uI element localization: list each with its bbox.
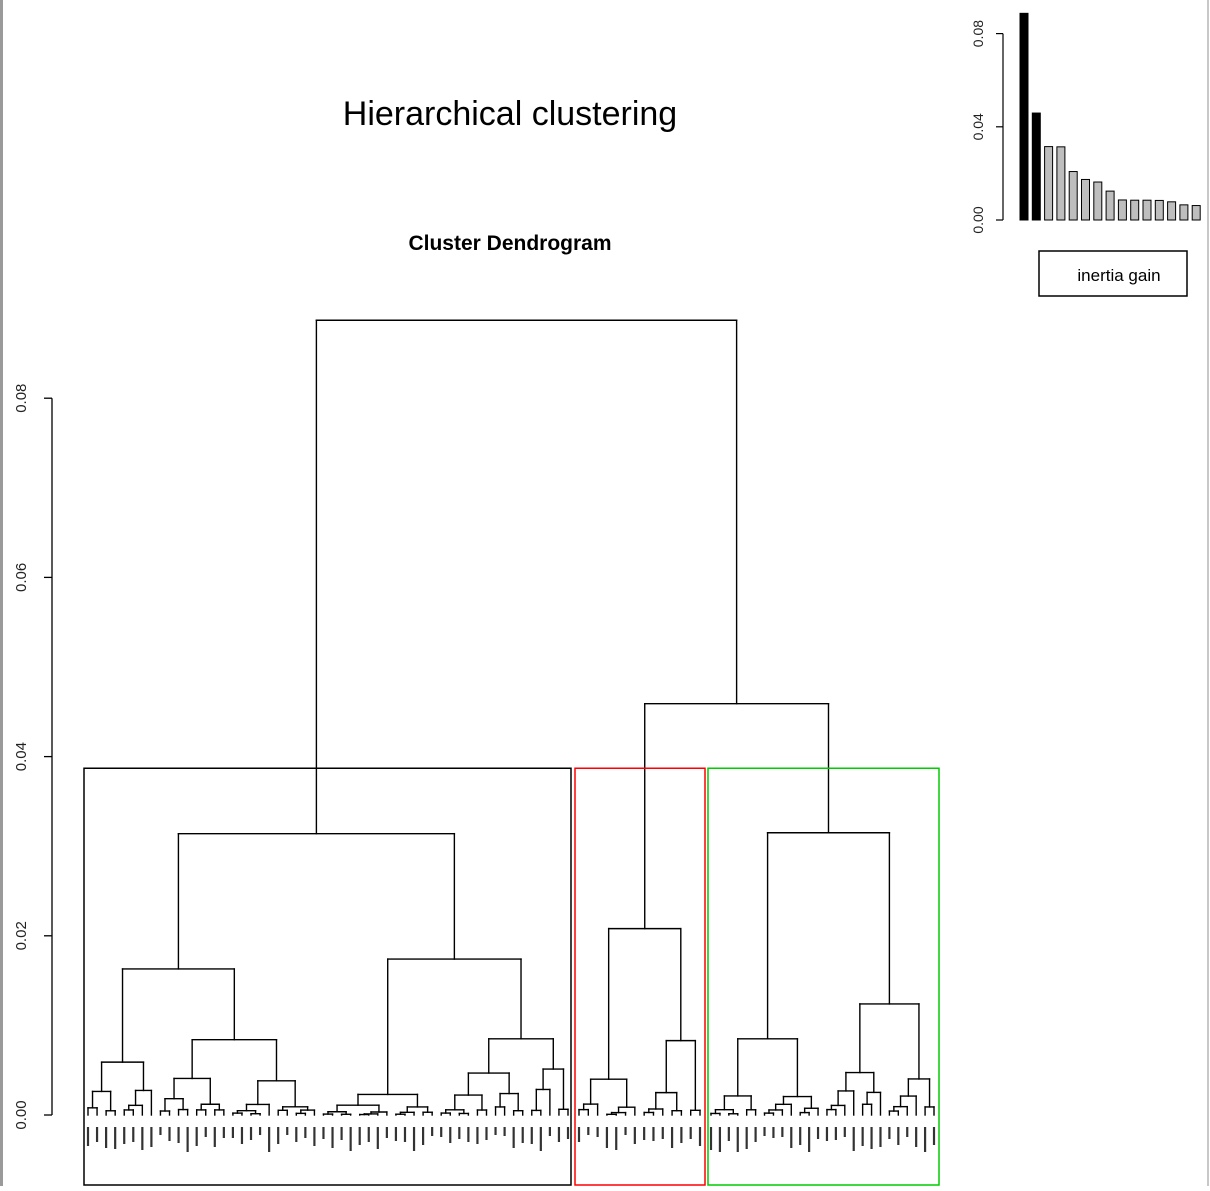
inertia-bar — [1130, 199, 1140, 221]
chart-title: Hierarchical clustering — [343, 95, 677, 133]
cluster-box-1 — [83, 767, 572, 1186]
y-tick-label: 0.04 — [13, 742, 30, 771]
y-tick-label: 0.08 — [13, 384, 30, 413]
cluster-boxes — [83, 767, 940, 1186]
inertia-bar — [1167, 201, 1177, 221]
legend-box — [1038, 250, 1188, 297]
y-tick-label: 0.06 — [13, 563, 30, 592]
inertia-bar — [1031, 112, 1041, 221]
inertia-bar — [1056, 146, 1066, 221]
inertia-y-tick-label: 0.04 — [970, 113, 986, 140]
inertia-bar — [1019, 12, 1029, 221]
dendrogram-leaf-labels — [86, 1127, 936, 1152]
window-left-edge — [0, 0, 3, 1186]
legend-label-inertia-gain: inertia gain — [1077, 266, 1160, 285]
dendrogram-title: Cluster Dendrogram — [408, 232, 611, 255]
inertia-y-axis: 0.00 0.04 0.08 — [970, 20, 1004, 234]
dendrogram-tree — [87, 319, 935, 1116]
inertia-legend: inertia gain — [1038, 250, 1188, 297]
window-right-edge — [1207, 0, 1209, 1186]
cluster-box-2 — [574, 767, 706, 1186]
inertia-bar — [1044, 146, 1054, 221]
inertia-bar — [1154, 199, 1164, 221]
inertia-bar — [1191, 205, 1201, 221]
inertia-y-tick-label: 0.08 — [970, 20, 986, 47]
inertia-y-tick-label: 0.00 — [970, 206, 986, 233]
y-tick-label: 0.02 — [13, 921, 30, 950]
dendrogram-y-axis: 0.00 0.02 0.04 0.06 0.08 — [13, 384, 53, 1130]
inertia-bar — [1105, 190, 1115, 221]
inertia-bar — [1068, 171, 1078, 221]
cluster-box-3 — [707, 767, 940, 1186]
inertia-bar — [1117, 199, 1127, 221]
inertia-bar — [1179, 204, 1189, 221]
inertia-bar — [1081, 178, 1090, 221]
inertia-bar — [1142, 199, 1152, 221]
inertia-bars — [1019, 12, 1201, 221]
inertia-bar — [1093, 181, 1103, 221]
y-tick-label: 0.00 — [13, 1100, 30, 1129]
